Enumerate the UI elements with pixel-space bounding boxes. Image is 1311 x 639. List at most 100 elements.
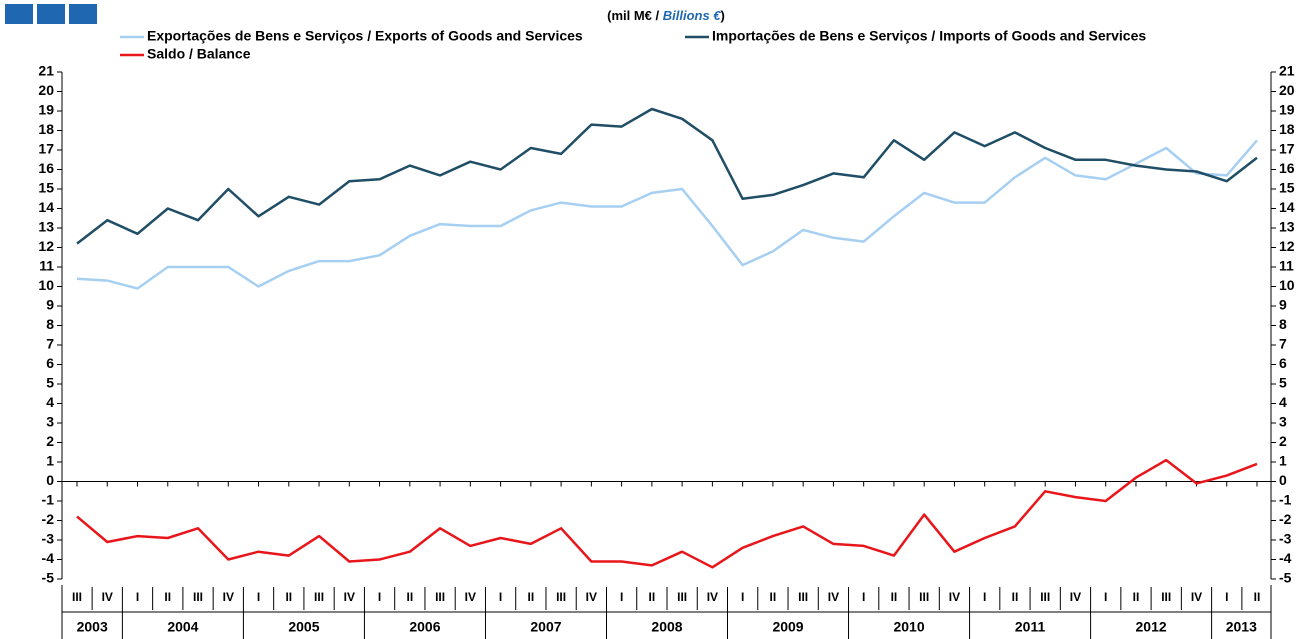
x-tick-label: II — [1254, 590, 1261, 604]
y-tick-label: 7 — [1279, 336, 1287, 352]
x-tick-label: I — [1225, 590, 1228, 604]
x-tick-label: III — [556, 590, 566, 604]
y-tick-label: 14 — [38, 199, 54, 215]
legend-label: Exportações de Bens e Serviços / Exports… — [147, 28, 583, 44]
y-tick-label: 19 — [38, 102, 54, 118]
y-tick-label: -4 — [42, 550, 55, 566]
x-tick-label: I — [136, 590, 139, 604]
x-tick-label: I — [1104, 590, 1107, 604]
subtitle-part: ) — [721, 8, 725, 23]
x-tick-label: I — [983, 590, 986, 604]
x-tick-label: II — [1133, 590, 1140, 604]
y-tick-label: 8 — [1279, 316, 1287, 332]
series-line — [76, 107, 1258, 245]
x-tick-label: I — [499, 590, 502, 604]
y-tick-label: -5 — [1279, 570, 1292, 586]
y-tick-label: 18 — [1279, 121, 1295, 137]
year-label: 2009 — [772, 619, 803, 635]
x-tick-label: IV — [828, 590, 839, 604]
y-tick-label: 10 — [1279, 277, 1295, 293]
x-tick-label: II — [1012, 590, 1019, 604]
y-tick-label: -1 — [1279, 492, 1292, 508]
y-tick-label: 4 — [1279, 394, 1287, 410]
y-tick-label: -1 — [42, 492, 55, 508]
year-label: 2007 — [530, 619, 561, 635]
y-tick-label: 17 — [38, 141, 54, 157]
x-tick-label: IV — [1070, 590, 1081, 604]
decoration — [69, 4, 97, 24]
y-tick-label: 21 — [38, 63, 54, 79]
y-tick-label: 9 — [46, 297, 54, 313]
year-label: 2008 — [651, 619, 682, 635]
y-tick-label: 12 — [38, 238, 54, 254]
x-tick-label: IV — [223, 590, 234, 604]
y-tick-label: 15 — [38, 180, 54, 196]
x-tick-label: IV — [102, 590, 113, 604]
x-tick-label: II — [891, 590, 898, 604]
y-tick-label: 2 — [46, 433, 54, 449]
year-label: 2012 — [1136, 619, 1167, 635]
y-tick-label: 8 — [46, 316, 54, 332]
y-tick-label: 21 — [1279, 63, 1295, 79]
x-tick-label: IV — [949, 590, 960, 604]
y-tick-label: -3 — [42, 531, 55, 547]
y-tick-label: 12 — [1279, 238, 1295, 254]
y-tick-label: 4 — [46, 394, 54, 410]
y-tick-label: -2 — [1279, 511, 1292, 527]
y-tick-label: 10 — [38, 277, 54, 293]
x-tick-label: IV — [344, 590, 355, 604]
legend-label: Importações de Bens e Serviços / Imports… — [712, 28, 1146, 44]
x-tick-label: III — [1040, 590, 1050, 604]
x-tick-label: III — [314, 590, 324, 604]
x-tick-label: II — [164, 590, 171, 604]
x-tick-label: IV — [586, 590, 597, 604]
y-tick-label: 3 — [1279, 414, 1287, 430]
y-tick-label: 7 — [46, 336, 54, 352]
y-tick-label: 5 — [46, 375, 54, 391]
year-label: 2004 — [167, 619, 198, 635]
year-label: 2006 — [409, 619, 440, 635]
y-tick-label: 14 — [1279, 199, 1295, 215]
x-tick-label: II — [528, 590, 535, 604]
year-label: 2005 — [288, 619, 319, 635]
y-tick-label: 11 — [1279, 258, 1294, 274]
y-tick-label: 17 — [1279, 141, 1295, 157]
y-tick-label: 11 — [39, 258, 54, 274]
y-tick-label: 9 — [1279, 297, 1287, 313]
series-line — [76, 139, 1258, 290]
subtitle-part: (mil M€ / — [607, 8, 663, 23]
y-tick-label: 0 — [46, 472, 54, 488]
y-tick-label: 6 — [46, 355, 54, 371]
y-tick-label: 5 — [1279, 375, 1287, 391]
x-tick-label: I — [378, 590, 381, 604]
legend-label: Saldo / Balance — [147, 46, 251, 62]
subtitle: (mil M€ / Billions €) — [607, 8, 725, 23]
series-line — [76, 458, 1258, 569]
x-tick-label: III — [798, 590, 808, 604]
y-tick-label: 19 — [1279, 102, 1295, 118]
x-tick-label: III — [435, 590, 445, 604]
x-tick-label: I — [620, 590, 623, 604]
x-tick-label: I — [741, 590, 744, 604]
y-tick-label: 20 — [38, 82, 54, 98]
x-tick-label: IV — [465, 590, 476, 604]
year-label: 2013 — [1226, 619, 1257, 635]
y-tick-label: 3 — [46, 414, 54, 430]
y-tick-label: 18 — [38, 121, 54, 137]
y-tick-label: 0 — [1279, 472, 1287, 488]
year-label: 2010 — [893, 619, 924, 635]
x-tick-label: I — [862, 590, 865, 604]
x-tick-label: II — [285, 590, 292, 604]
y-tick-label: 16 — [1279, 160, 1295, 176]
y-tick-label: -4 — [1279, 550, 1292, 566]
y-tick-label: 2 — [1279, 433, 1287, 449]
decoration — [37, 4, 65, 24]
x-tick-label: II — [770, 590, 777, 604]
y-tick-label: -3 — [1279, 531, 1292, 547]
year-label: 2003 — [77, 619, 108, 635]
y-tick-label: 6 — [1279, 355, 1287, 371]
x-tick-label: II — [649, 590, 656, 604]
x-tick-label: III — [677, 590, 687, 604]
y-tick-label: 16 — [38, 160, 54, 176]
